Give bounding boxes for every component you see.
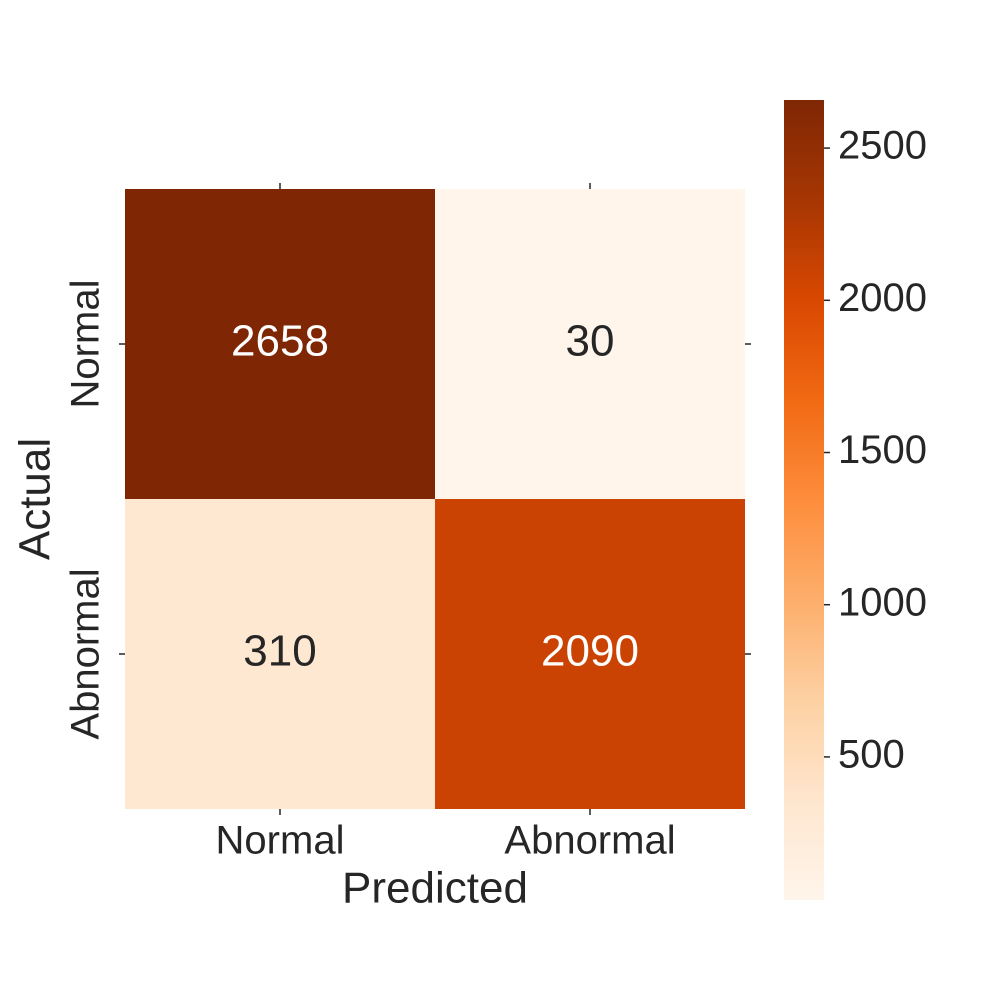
y-axis-label: Actual [11, 438, 60, 560]
cell-label: 30 [566, 317, 615, 366]
colorbar-tick-label: 1500 [838, 428, 927, 472]
heatmap-cell [125, 499, 435, 809]
colorbar-tick-label: 2000 [838, 276, 927, 320]
colorbar [784, 100, 824, 900]
y-tick-label: Normal [64, 280, 108, 409]
x-tick-label: Abnormal [504, 819, 675, 863]
y-tick-label: Abnormal [64, 568, 108, 739]
x-tick-label: Normal [216, 819, 345, 863]
cell-label: 2658 [231, 317, 329, 366]
colorbar-tick-label: 2500 [838, 124, 927, 168]
heatmap-cell [435, 189, 745, 499]
heatmap-cell [125, 189, 435, 499]
colorbar-tick-label: 1000 [838, 580, 927, 624]
cell-label: 310 [243, 627, 316, 676]
x-axis-label: Predicted [342, 864, 528, 913]
heatmap-cell [435, 499, 745, 809]
cell-label: 2090 [541, 627, 639, 676]
colorbar-tick-label: 500 [838, 732, 905, 776]
